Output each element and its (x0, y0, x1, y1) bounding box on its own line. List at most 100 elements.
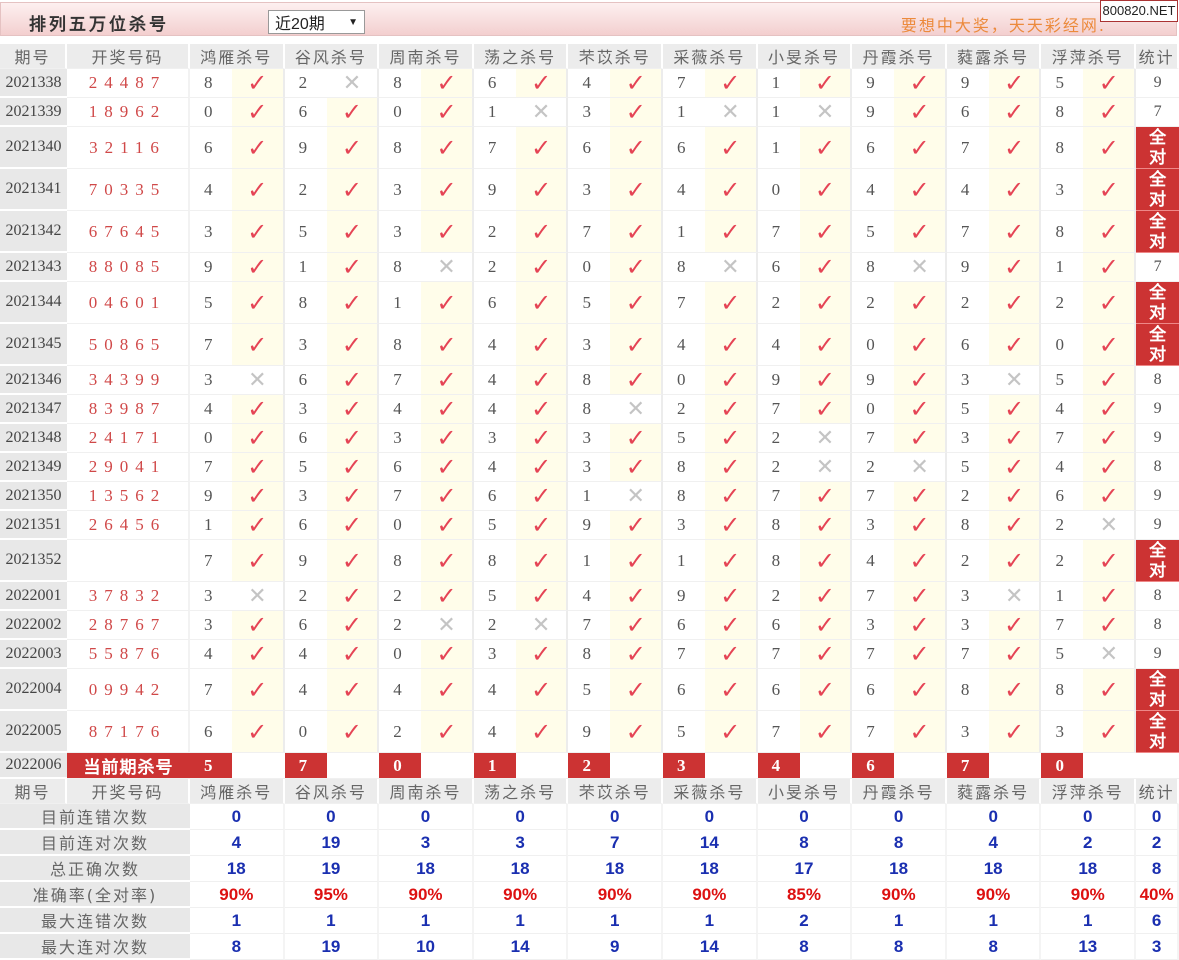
current-kill-number: 5 (190, 753, 232, 779)
check-icon: ✓ (247, 424, 268, 452)
kill-number-cell: 5 (946, 395, 989, 424)
kill-number-cell: 5 (190, 282, 232, 324)
stats-value: 3 (379, 830, 474, 856)
stats-value: 0 (757, 804, 853, 830)
stats-total: 2 (1136, 830, 1179, 856)
check-icon: ✓ (531, 582, 552, 610)
result-cell: ✓ (232, 395, 285, 424)
check-icon: ✓ (1004, 424, 1025, 452)
kill-number-cell: 8 (379, 540, 422, 582)
kill-number-cell: 8 (379, 324, 422, 366)
kill-number-cell: 2 (852, 453, 895, 482)
kill-number-cell: 4 (190, 395, 232, 424)
result-cell: ✓ (988, 253, 1042, 282)
kill-number-cell: 0 (379, 511, 422, 540)
stats-value: 8 (190, 934, 285, 960)
result-cell: ✓ (232, 511, 285, 540)
kill-number-cell: 3 (190, 611, 232, 640)
kill-number-cell: 3 (190, 582, 232, 611)
result-cell: ✓ (799, 366, 853, 395)
result-cell: ✓ (610, 540, 664, 582)
check-icon: ✓ (1098, 546, 1119, 575)
period-cell: 2021338 (0, 69, 67, 98)
draw-number-cell: 88085 (67, 253, 190, 282)
check-icon: ✓ (436, 395, 457, 423)
result-cell: ✓ (232, 640, 285, 669)
stats-value: 18 (663, 856, 758, 882)
kill-number-cell: 4 (473, 324, 516, 366)
kill-number-cell: 4 (663, 324, 706, 366)
empty-cell (610, 753, 664, 779)
check-icon: ✓ (909, 175, 930, 204)
stats-total: 3 (1136, 934, 1179, 960)
check-icon: ✓ (909, 69, 930, 97)
result-cell: ✓ (610, 69, 664, 98)
kill-number-cell: 6 (946, 324, 989, 366)
kill-number-cell: 8 (284, 282, 327, 324)
check-icon: ✓ (909, 366, 930, 394)
kill-number-cell: 6 (757, 611, 800, 640)
result-cell: ✓ (610, 98, 664, 127)
period-range-select[interactable]: 近20期 ▼ (268, 10, 365, 34)
stats-value: 18 (190, 856, 285, 882)
stats-value: 0 (663, 804, 758, 830)
result-cell: ✓ (705, 424, 758, 453)
check-icon: ✓ (247, 253, 268, 281)
result-cell: ✓ (515, 366, 569, 395)
kill-number-cell: 6 (663, 611, 706, 640)
result-cell: ✓ (894, 127, 947, 169)
slogan-link[interactable]: 要想中大奖，天天彩经网. (900, 16, 1106, 35)
stats-value: 9 (568, 934, 664, 960)
check-icon: ✓ (436, 133, 457, 162)
kill-number-cell: 7 (379, 482, 422, 511)
kill-number-cell: 8 (757, 511, 800, 540)
kill-number-cell: 7 (1041, 424, 1084, 453)
result-cell: ✓ (1083, 611, 1137, 640)
result-cell: ✓ (988, 669, 1042, 711)
check-icon: ✓ (436, 546, 457, 575)
kill-number-cell: 3 (946, 711, 989, 753)
check-icon: ✓ (247, 511, 268, 539)
check-icon: ✓ (1004, 482, 1025, 510)
period-cell: 2021351 (0, 511, 67, 540)
kill-number-cell: 3 (946, 424, 989, 453)
kill-number-cell: 8 (663, 253, 706, 282)
kill-number-cell: 3 (568, 169, 611, 211)
kill-number-cell: 1 (663, 211, 706, 253)
stats-value: 90% (852, 882, 947, 908)
check-icon: ✓ (1098, 482, 1119, 510)
kill-number-cell: 0 (190, 98, 232, 127)
stat-cell: 9 (1136, 424, 1179, 453)
kill-number-cell: 4 (473, 453, 516, 482)
result-cell: ✓ (610, 453, 664, 482)
kill-number-cell: 2 (379, 582, 422, 611)
kill-number-cell: 4 (379, 395, 422, 424)
stats-value: 8 (852, 830, 947, 856)
stats-value: 8 (757, 934, 853, 960)
kill-number-cell: 1 (757, 98, 800, 127)
kill-number-cell: 6 (663, 669, 706, 711)
stats-value: 95% (284, 882, 380, 908)
stats-value: 85% (757, 882, 853, 908)
result-cell: ✕ (705, 253, 758, 282)
kill-number-cell: 6 (757, 253, 800, 282)
stat-cell: 9 (1136, 482, 1179, 511)
check-icon: ✓ (1098, 675, 1119, 704)
check-icon: ✓ (814, 611, 836, 639)
cross-icon: ✕ (815, 99, 835, 125)
kill-number-cell: 9 (946, 69, 989, 98)
result-cell: ✓ (610, 282, 664, 324)
check-icon: ✓ (909, 640, 930, 668)
stats-value: 7 (568, 830, 664, 856)
result-cell: ✓ (421, 366, 474, 395)
stats-value: 18 (568, 856, 664, 882)
kill-number-cell: 3 (568, 453, 611, 482)
kill-number-cell: 9 (852, 366, 895, 395)
header-expert: 鸿雁杀号 (190, 44, 285, 69)
page-header: 排列五万位杀号 近20期 ▼ 要想中大奖，天天彩经网. (0, 2, 1177, 36)
kill-number-cell: 7 (663, 282, 706, 324)
check-icon: ✓ (1098, 288, 1119, 317)
check-icon: ✓ (1004, 675, 1025, 704)
result-cell: ✓ (988, 482, 1042, 511)
kill-number-cell: 8 (946, 669, 989, 711)
